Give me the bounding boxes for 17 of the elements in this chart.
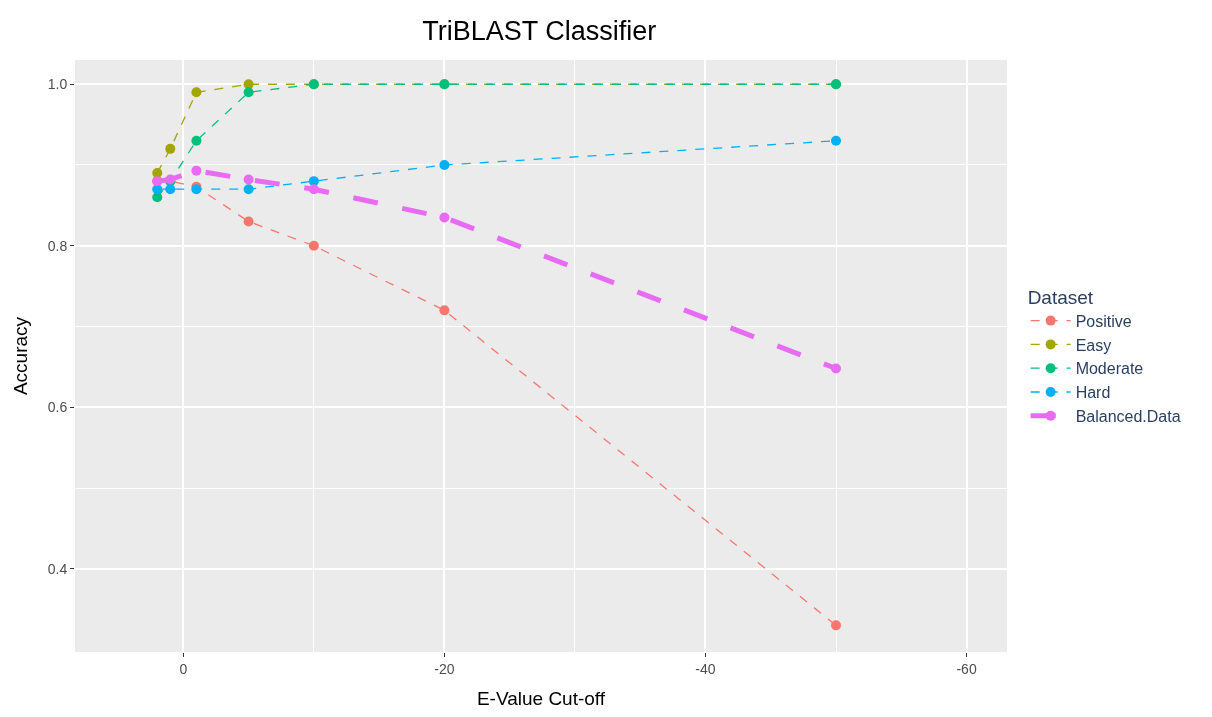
x-tick-label: 0: [179, 660, 188, 677]
legend-label: Easy: [1075, 336, 1112, 354]
x-tick-label: -20: [434, 660, 455, 677]
y-tick-label: 0.6: [47, 399, 68, 416]
legend-label: Balanced.Data: [1075, 408, 1181, 426]
legend-label: Moderate: [1075, 360, 1144, 378]
legend-label: Hard: [1075, 384, 1111, 402]
chart-title: TriBLAST Classifier: [422, 16, 657, 47]
x-axis-title: E-Value Cut-off: [476, 687, 606, 709]
y-tick-label: 0.8: [47, 237, 68, 254]
y-tick-label: 0.4: [47, 560, 68, 577]
y-axis-title: Accuracy: [9, 316, 31, 396]
legend-label: Positive: [1075, 312, 1132, 330]
x-tick-label: -60: [956, 660, 977, 677]
x-tick-label: -40: [695, 660, 716, 677]
legend-title: Dataset: [1027, 286, 1094, 308]
y-tick-label: 1.0: [47, 76, 68, 93]
